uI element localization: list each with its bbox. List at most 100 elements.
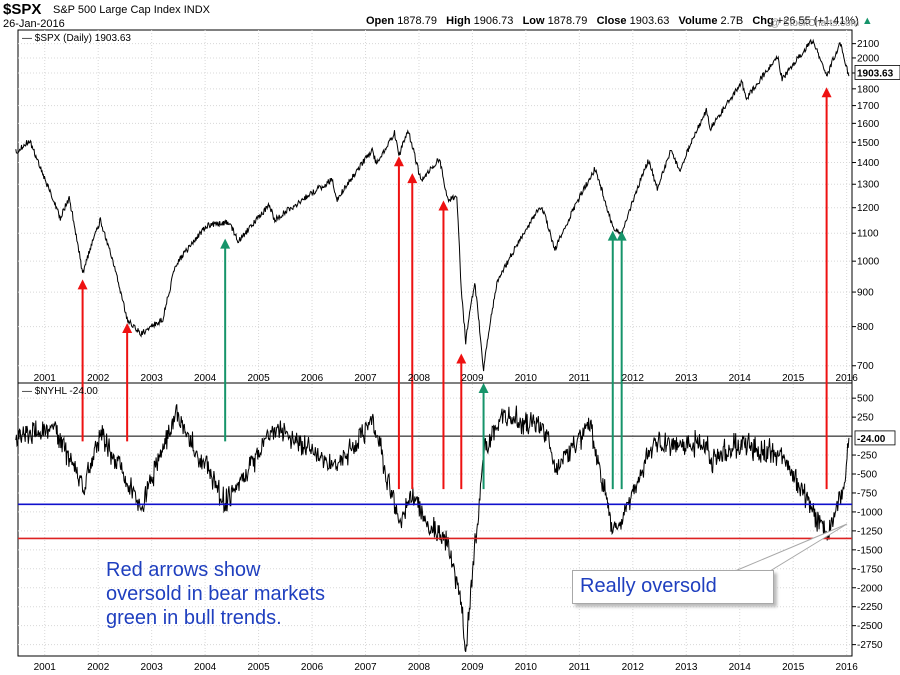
y-tick-label: 1600: [857, 119, 880, 130]
x-tick-label: 2006: [301, 373, 324, 384]
y-tick-label: 1200: [857, 203, 880, 214]
spx-legend: — $SPX (Daily) 1903.63: [22, 33, 131, 44]
callout-box: Really oversold: [572, 570, 774, 604]
up-triangle-icon: ▲: [861, 15, 873, 27]
signal-arrow-head: [393, 156, 404, 167]
x-tick-label: 2005: [247, 373, 270, 384]
y-tick-label: -2250: [857, 602, 883, 613]
x-tick-label: 2014: [729, 373, 752, 384]
annotation-note: Red arrows show oversold in bear markets…: [106, 558, 325, 630]
spx-price-line: [15, 38, 850, 372]
price-series: [15, 38, 850, 652]
y-tick-label: -250: [857, 451, 877, 462]
x-tick-label: 2001: [34, 373, 57, 384]
exchange-label: INDX: [183, 4, 210, 16]
y-tick-label: 2100: [857, 39, 880, 50]
x-tick-label: 2016: [836, 373, 859, 384]
signal-arrow-head: [407, 173, 418, 184]
note-line: oversold in bear markets: [106, 583, 325, 605]
y-tick-label: 1300: [857, 180, 880, 191]
y-tick-label: -500: [857, 470, 877, 481]
nyhl-last-value-label: -24.00: [857, 434, 886, 445]
y-tick-label: 700: [857, 361, 874, 372]
chg-value: +26.55 (+1.41%): [776, 15, 859, 27]
symbol-label: $SPX: [3, 1, 42, 18]
x-tick-label: 2009: [461, 662, 484, 673]
y-tick-label: 1700: [857, 101, 880, 112]
signal-arrow-head: [220, 238, 231, 249]
x-tick-label: 2014: [729, 662, 752, 673]
x-tick-label: 2009: [461, 373, 484, 384]
note-line: green in bull trends.: [106, 607, 282, 629]
x-tick-label: 2005: [247, 662, 270, 673]
y-tick-label: -2500: [857, 621, 883, 632]
y-tick-label: 1000: [857, 257, 880, 268]
y-tick-label: 1500: [857, 138, 880, 149]
high-label: High: [446, 15, 471, 27]
y-tick-label: -750: [857, 488, 877, 499]
y-tick-label: 1800: [857, 84, 880, 95]
breadth-panel: [17, 382, 853, 657]
y-tick-label: 800: [857, 322, 874, 333]
reference-lines: [18, 435, 852, 540]
y-tick-label: 1400: [857, 158, 880, 169]
x-tick-label: 2010: [515, 373, 538, 384]
x-tick-label: 2011: [569, 662, 591, 673]
callout-text: Really oversold: [580, 575, 717, 597]
x-tick-label: 2007: [354, 662, 377, 673]
x-tick-label: 2015: [782, 373, 805, 384]
spx-last-value-label: 1903.63: [857, 68, 894, 79]
nyhl-legend: — $NYHL -24.00: [22, 386, 98, 397]
y-tick-label: -1000: [857, 507, 883, 518]
close-value: 1903.63: [629, 15, 670, 27]
volume-label: Volume: [678, 15, 718, 27]
signal-arrow-head: [77, 279, 88, 290]
y-tick-label: -1500: [857, 545, 883, 556]
y-tick-label: -1750: [857, 564, 883, 575]
x-tick-label: 2011: [569, 373, 591, 384]
signal-arrow-head: [438, 200, 449, 211]
signal-arrow-head: [122, 322, 133, 333]
x-tick-label: 2001: [34, 662, 57, 673]
signal-arrow-head: [616, 230, 627, 241]
ohlc-bar: Open 1878.79 High 1906.73 Low 1878.79 Cl…: [366, 15, 873, 27]
x-tick-label: 2002: [87, 373, 110, 384]
x-tick-label: 2015: [782, 662, 805, 673]
x-tick-label: 2003: [141, 662, 164, 673]
high-value: 1906.73: [473, 15, 514, 27]
volume-value: 2.7B: [720, 15, 744, 27]
y-tick-label: -1250: [857, 526, 883, 537]
x-tick-label: 2008: [408, 373, 431, 384]
x-tick-label: 2013: [675, 373, 698, 384]
x-tick-label: 2012: [622, 373, 645, 384]
signal-arrows: [77, 87, 832, 490]
spx-last-value-box: [854, 65, 900, 80]
signal-arrow-head: [607, 230, 618, 241]
x-tick-label: 2012: [622, 662, 645, 673]
grid-lines: [18, 30, 852, 656]
low-label: Low: [522, 15, 545, 27]
date-label: 26-Jan-2016: [3, 18, 65, 30]
x-tick-label: 2006: [301, 662, 324, 673]
x-tick-label: 2004: [194, 373, 217, 384]
open-value: 1878.79: [397, 15, 437, 27]
signal-arrow-head: [456, 353, 467, 364]
nyhl-last-value-box: [854, 430, 896, 446]
watermark: @ StockCharts.com: [770, 18, 860, 29]
y-tick-label: 250: [857, 413, 874, 424]
y-tick-label: -2000: [857, 583, 883, 594]
x-tick-label: 2016: [836, 662, 859, 673]
low-value: 1878.79: [547, 15, 588, 27]
y-tick-label: 1100: [857, 229, 879, 240]
axis-labels: 2001 2001 2002 2002 2003 2003 2004 2004 2005 2005…: [22, 33, 900, 673]
x-tick-label: 2003: [141, 373, 164, 384]
x-tick-label: 2007: [354, 373, 377, 384]
signal-arrow-head: [478, 383, 489, 393]
index-name: S&P 500 Large Cap Index: [53, 4, 181, 16]
open-label: Open: [366, 15, 395, 27]
signal-arrow-head: [821, 87, 832, 98]
close-label: Close: [596, 15, 627, 27]
index-name-label: S&P 500 Large Cap Index INDX: [53, 4, 210, 16]
chg-label: Chg: [752, 15, 774, 27]
